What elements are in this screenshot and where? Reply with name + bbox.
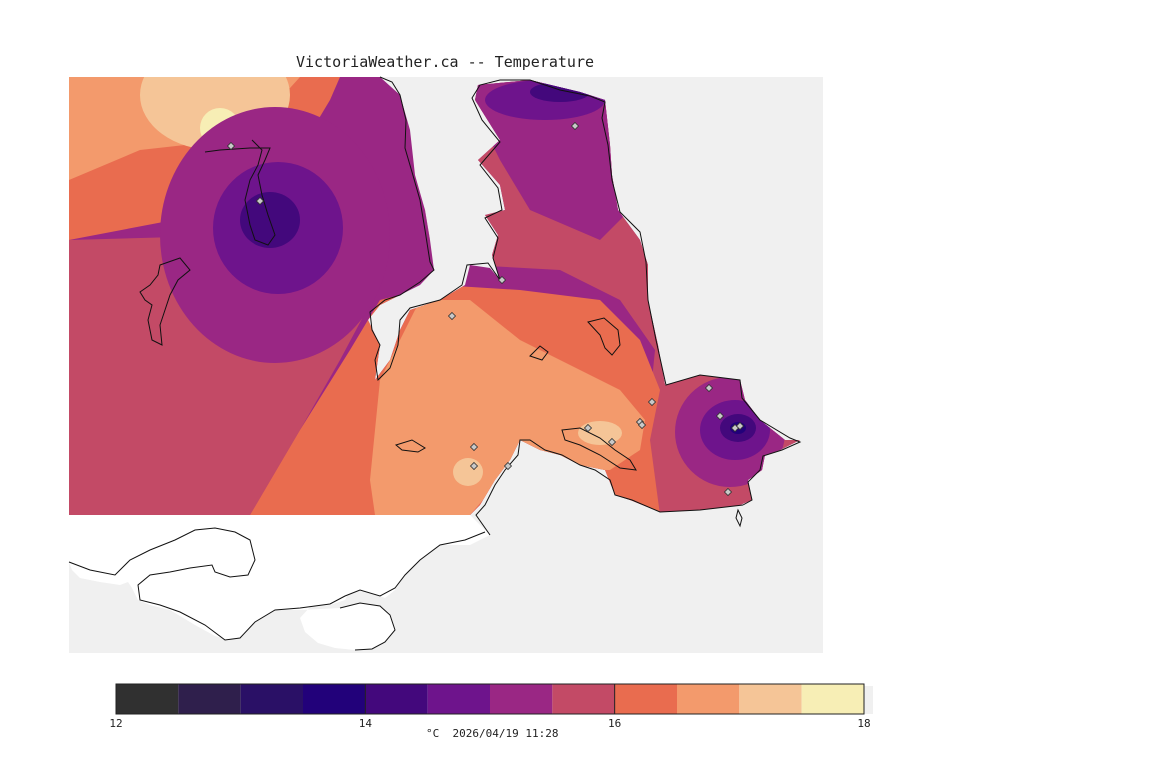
coast-olympic [68, 527, 486, 641]
station-marker [255, 196, 265, 206]
colorbar-shadow [864, 686, 873, 714]
coast-west-inlet [139, 257, 191, 346]
colorbar-tick-label: 12 [109, 717, 123, 730]
station-marker [497, 275, 507, 285]
station-marker [469, 461, 479, 471]
station-marker [447, 311, 457, 321]
colorbar-swatch [677, 684, 740, 714]
colorbar-tick-label: 14 [358, 717, 372, 730]
coast-us-bay [339, 602, 396, 651]
colorbar-tick-label: 18 [857, 717, 871, 730]
station-marker [226, 141, 236, 151]
map-title: VictoriaWeather.ca -- Temperature [295, 53, 594, 71]
units-timestamp: °C 2026/04/19 11:28 [426, 727, 558, 740]
coast-saanich-west [369, 76, 501, 382]
station-marker [704, 383, 714, 393]
colorbar-swatch [801, 684, 864, 714]
coast-islet [735, 508, 743, 528]
timestamp-label: 2026/04/19 11:28 [452, 727, 559, 740]
station-marker [637, 420, 647, 430]
coast-harbour [561, 427, 637, 471]
coast-lake-3 [394, 439, 426, 453]
band-south-warm-b [453, 458, 483, 486]
station-marker [583, 423, 593, 433]
colorbar-swatch [614, 684, 677, 714]
station-marker [735, 421, 745, 431]
colorbar-swatch [116, 684, 179, 714]
coast-lake-2 [529, 345, 549, 361]
band-saanich-north [470, 77, 640, 240]
land-outside-interior [69, 515, 485, 640]
colorbar-swatch [303, 684, 366, 714]
coast-malahat-inlet [204, 139, 276, 246]
colorbar-swatch [427, 684, 490, 714]
station-marker [647, 397, 657, 407]
coast-lake-1 [587, 317, 621, 356]
coast-victoria-south [475, 439, 744, 536]
colorbar-swatch [365, 684, 428, 714]
coastlines [68, 76, 802, 651]
colorbar [115, 683, 873, 715]
colorbar-swatch [739, 684, 802, 714]
colorbar-tick-label: 16 [608, 717, 622, 730]
station-marker [607, 437, 617, 447]
colorbar-swatch [490, 684, 553, 714]
station-marker [469, 442, 479, 452]
units-label: °C [426, 727, 440, 740]
band-south-17 [370, 300, 645, 515]
colorbar-swatch [552, 684, 615, 714]
station-marker [503, 461, 513, 471]
colorbar-swatch [178, 684, 241, 714]
station-marker [570, 121, 580, 131]
station-markers [226, 121, 745, 497]
coast-saanich-east [471, 79, 802, 506]
colorbar-swatch [240, 684, 303, 714]
station-marker [723, 487, 733, 497]
station-marker [715, 411, 725, 421]
